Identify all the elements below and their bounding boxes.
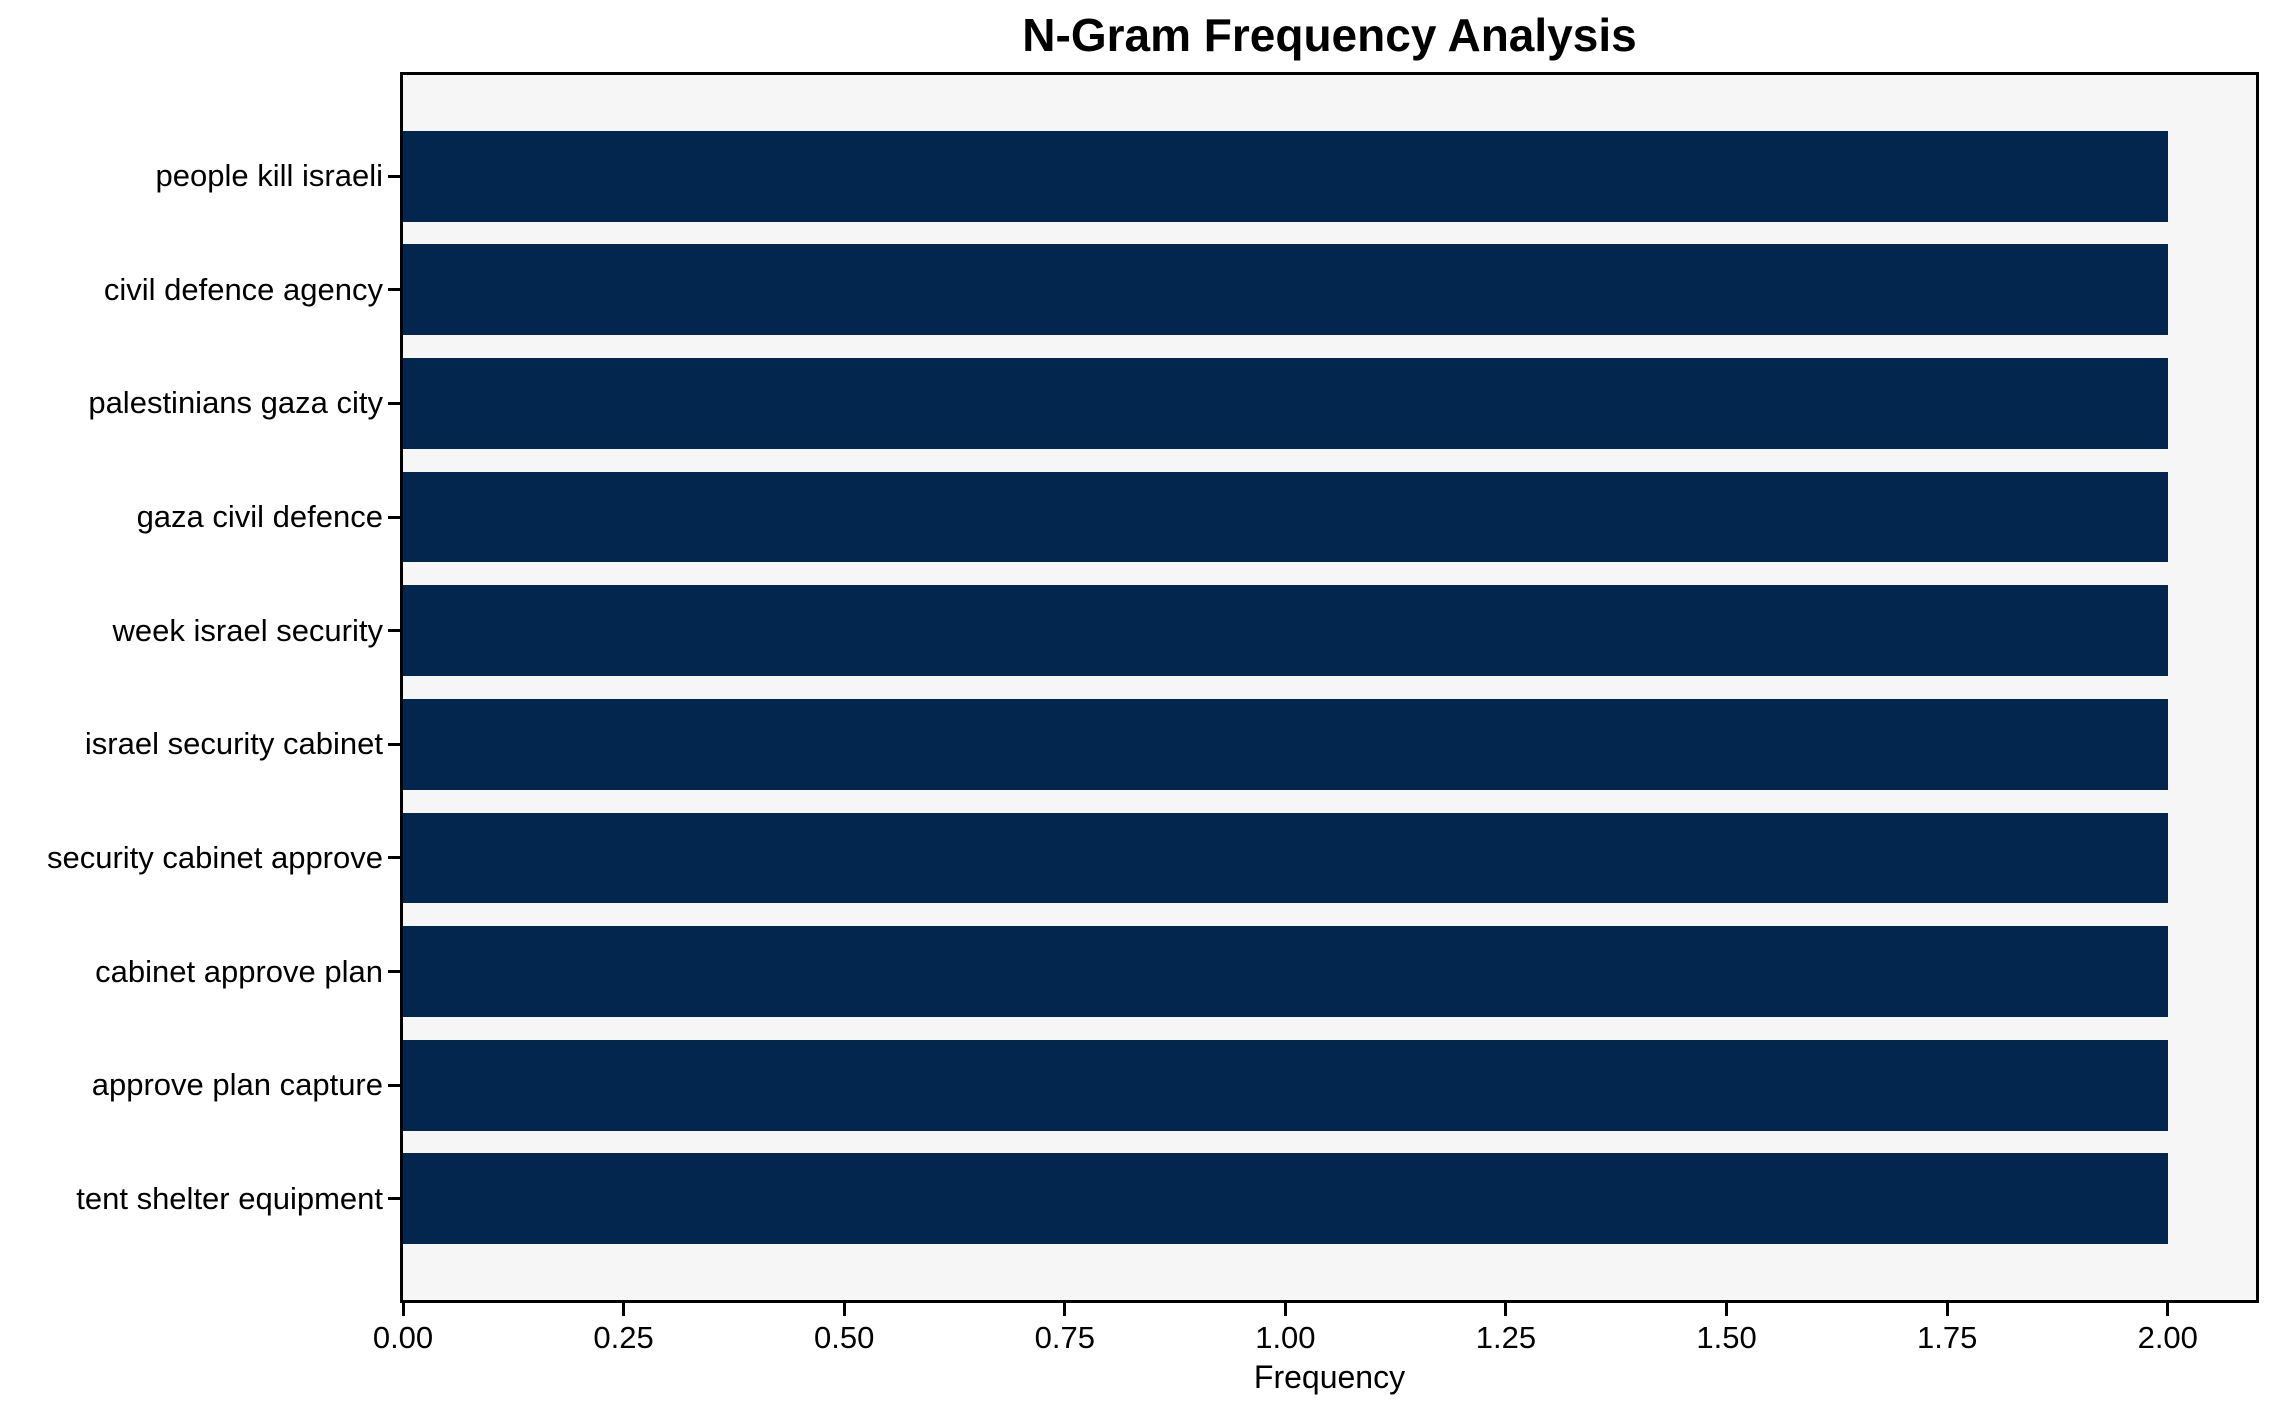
y-tick-mark bbox=[388, 1083, 400, 1087]
y-tick-mark bbox=[388, 970, 400, 974]
bar bbox=[403, 926, 2168, 1018]
bar bbox=[403, 471, 2168, 563]
y-tick-label: israel security cabinet bbox=[84, 726, 383, 762]
y-tick-mark bbox=[388, 288, 400, 292]
y-tick-label: cabinet approve plan bbox=[95, 953, 383, 989]
bars-container bbox=[403, 75, 2256, 1300]
x-tick-label: 1.25 bbox=[1475, 1320, 1537, 1355]
bar bbox=[403, 812, 2168, 904]
y-tick-mark bbox=[388, 629, 400, 633]
x-tick-label: 1.50 bbox=[1696, 1320, 1757, 1355]
y-tick-label: gaza civil defence bbox=[136, 499, 383, 535]
x-tick-label: 1.75 bbox=[1916, 1320, 1978, 1355]
x-tick-mark bbox=[1504, 1303, 1508, 1316]
y-tick-mark bbox=[388, 515, 400, 519]
y-tick-label: week israel security bbox=[112, 612, 383, 648]
x-axis-title: Frequency bbox=[1253, 1359, 1406, 1395]
bar bbox=[403, 130, 2168, 222]
bar bbox=[403, 357, 2168, 449]
bar bbox=[403, 585, 2168, 677]
x-tick-label: 0.25 bbox=[593, 1320, 654, 1355]
x-tick-mark bbox=[2166, 1303, 2170, 1316]
x-tick-mark bbox=[1283, 1303, 1287, 1316]
y-tick-label: tent shelter equipment bbox=[76, 1180, 383, 1216]
x-tick-label: 1.00 bbox=[1255, 1320, 1316, 1355]
y-tick-mark bbox=[388, 856, 400, 860]
y-tick-mark bbox=[388, 174, 400, 178]
x-tick-label: 0.75 bbox=[1034, 1320, 1095, 1355]
y-tick-label: palestinians gaza city bbox=[88, 385, 383, 421]
bar bbox=[403, 1153, 2168, 1245]
x-tick-label: 0.50 bbox=[814, 1320, 875, 1355]
y-tick-mark bbox=[388, 401, 400, 405]
bar bbox=[403, 1039, 2168, 1131]
plot-area bbox=[400, 72, 2259, 1303]
x-tick-mark bbox=[842, 1303, 846, 1316]
x-tick-mark bbox=[1945, 1303, 1949, 1316]
x-tick-label: 2.00 bbox=[2137, 1320, 2198, 1355]
bar bbox=[403, 698, 2168, 790]
y-tick-label: security cabinet approve bbox=[46, 839, 383, 875]
y-tick-mark bbox=[388, 1197, 400, 1201]
y-tick-label: approve plan capture bbox=[91, 1067, 383, 1103]
y-tick-mark bbox=[388, 742, 400, 746]
x-tick-mark bbox=[1725, 1303, 1729, 1316]
x-tick-mark bbox=[1063, 1303, 1067, 1316]
y-tick-label: people kill israeli bbox=[155, 158, 383, 194]
bar bbox=[403, 244, 2168, 336]
x-tick-mark bbox=[622, 1303, 626, 1316]
x-tick-mark bbox=[401, 1303, 405, 1316]
y-tick-label: civil defence agency bbox=[103, 271, 383, 307]
x-tick-label: 0.00 bbox=[372, 1320, 434, 1355]
chart-title: N-Gram Frequency Analysis bbox=[1022, 9, 1637, 61]
